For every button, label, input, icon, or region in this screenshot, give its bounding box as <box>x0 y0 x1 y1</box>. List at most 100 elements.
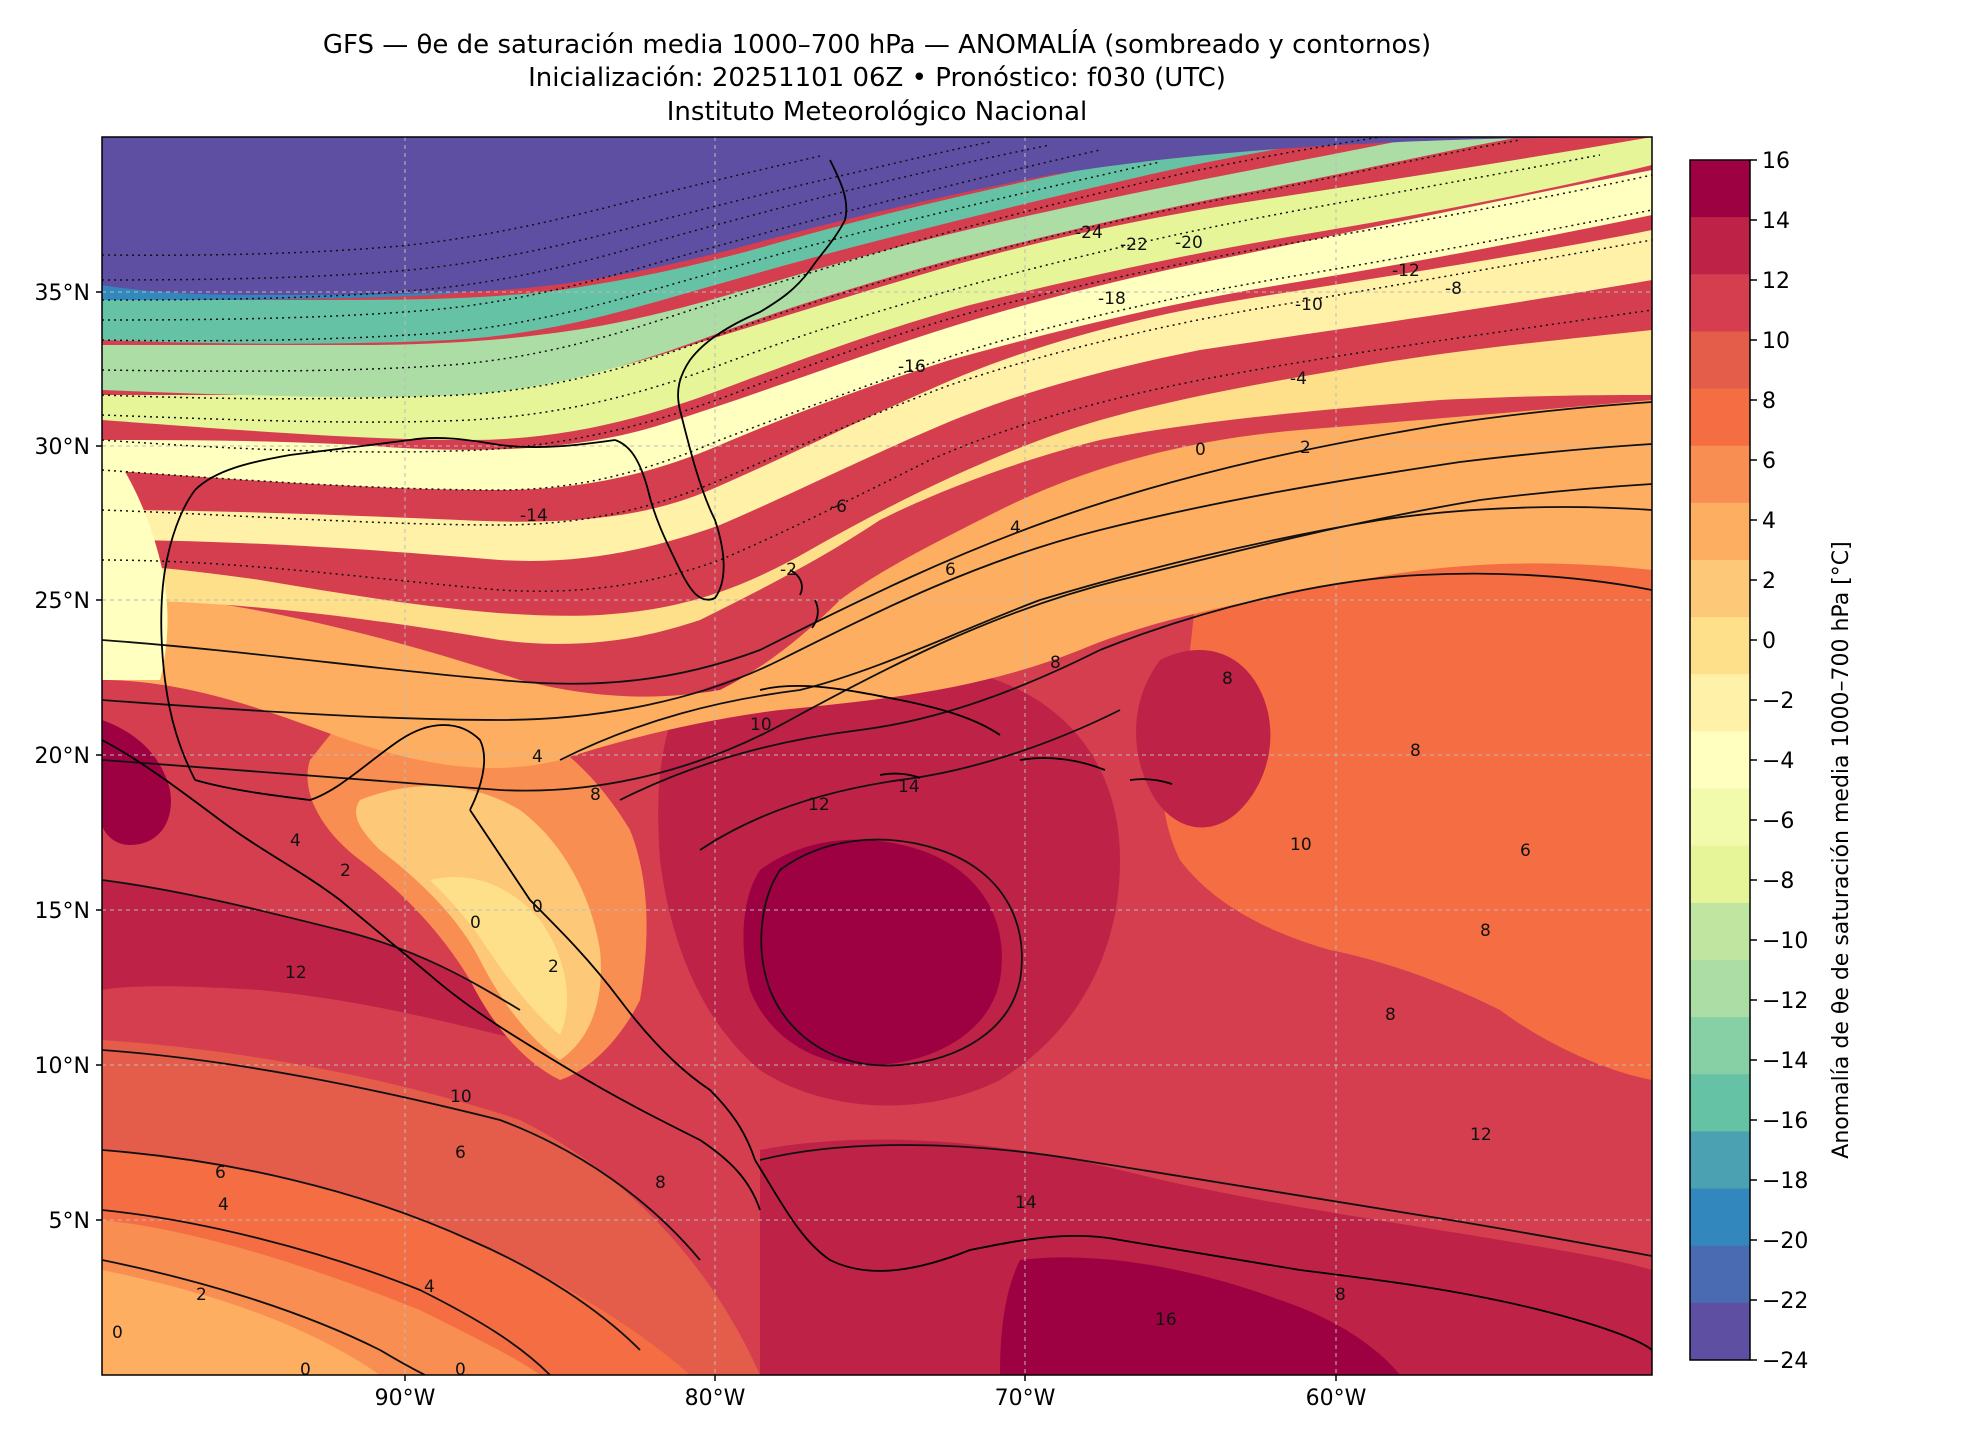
contour-label: 4 <box>1010 518 1021 538</box>
contour-label: 6 <box>1520 841 1531 861</box>
lon-tick-label: 70°W <box>995 1386 1056 1411</box>
contour-label: 0 <box>112 1323 123 1343</box>
colorbar-tick-label: −22 <box>1762 1289 1808 1314</box>
contour-label: 8 <box>1410 741 1421 761</box>
contour-label: 0 <box>455 1360 466 1380</box>
contour-label: 6 <box>455 1143 466 1163</box>
contour-label: 2 <box>548 957 559 977</box>
contour-label: 12 <box>285 963 307 983</box>
band-south-14 <box>760 1139 1652 1375</box>
colorbar-segment <box>1690 1131 1750 1190</box>
coast-mexico-pacific <box>102 739 431 976</box>
band-pacific-2 <box>102 1270 380 1375</box>
colorbar-segment <box>1690 788 1750 847</box>
colorbar-label: Anomalía de θe de saturación media 1000–… <box>1829 541 1854 1158</box>
contour-m16 <box>102 161 1161 342</box>
contour-m4 <box>102 239 1652 526</box>
colorbar-tick-label: −8 <box>1762 869 1794 894</box>
lat-tick-label: 20°N <box>35 744 90 769</box>
contour-m12 <box>102 139 1521 400</box>
lon-tick-labels: 90°W 80°W 70°W 60°W <box>375 1386 1367 1411</box>
band-west-m4 <box>102 440 168 680</box>
colorbar-segment <box>1690 1188 1750 1247</box>
contour-pac-6 <box>102 1209 551 1375</box>
contour-label: 4 <box>218 1195 229 1215</box>
colorbar-segment <box>1690 1074 1750 1132</box>
contour-14 <box>760 838 1023 1067</box>
contour-label: -18 <box>1098 289 1126 309</box>
colorbar-segment <box>1690 445 1750 504</box>
contour-label: 8 <box>1480 921 1491 941</box>
coast-jamaica <box>879 772 921 779</box>
contour-label: -12 <box>1392 261 1420 281</box>
contour-label: 8 <box>1222 669 1233 689</box>
contour-label: 0 <box>1195 440 1206 460</box>
coast-puerto-rico <box>1129 778 1173 785</box>
colorbar-tick-label: 16 <box>1762 149 1790 174</box>
contour-label-group: -24 -22 -20 -18 -16 -14 -12 -10 -8 -6 -4… <box>112 223 1531 1380</box>
colorbar-segment <box>1690 388 1750 447</box>
lon-tick-label: 90°W <box>375 1386 436 1411</box>
colorbar-tick-label: 8 <box>1762 389 1776 414</box>
contour-label: -20 <box>1175 233 1203 253</box>
colorbar-segment <box>1690 160 1750 218</box>
colorbar-tick-label: −2 <box>1762 689 1794 714</box>
contour-label: -10 <box>1295 295 1323 315</box>
map-plot-area: -24 -22 -20 -18 -16 -14 -12 -10 -8 -6 -4… <box>102 137 1652 1380</box>
colorbar-segment <box>1690 274 1750 332</box>
lat-tick-label: 10°N <box>35 1054 90 1079</box>
colorbar-tick-label: 6 <box>1762 449 1776 474</box>
contour-m14 <box>102 137 1381 372</box>
contour-label: 12 <box>808 795 830 815</box>
lat-ticks <box>96 291 102 1221</box>
colorbar-segment <box>1690 902 1750 961</box>
contour-label: 14 <box>1015 1193 1037 1213</box>
contour-label: 4 <box>424 1277 435 1297</box>
contour-label: 8 <box>655 1173 666 1193</box>
contour-label: 4 <box>290 831 301 851</box>
band-gulf-m12 <box>102 137 1520 398</box>
contour-label: 4 <box>532 747 543 767</box>
colorbar-tick-label: 14 <box>1762 209 1790 234</box>
colorbar-tick-label: −24 <box>1762 1349 1808 1374</box>
colorbar-tick-label: −6 <box>1762 809 1794 834</box>
band-gulf-0 <box>102 330 1652 644</box>
contour-4 <box>102 483 1652 792</box>
contour-label: 2 <box>196 1285 207 1305</box>
lat-tick-label: 15°N <box>35 899 90 924</box>
band-gulf-m8 <box>102 137 1652 440</box>
contour-pac-8 <box>102 1149 641 1351</box>
colorbar-tick-label: −16 <box>1762 1109 1808 1134</box>
contour-label: -4 <box>1290 369 1307 389</box>
contour-m24 <box>102 155 821 256</box>
band-pacific-12 <box>102 880 520 1040</box>
contour-12 <box>759 1144 1652 1257</box>
colorbar-tick-label: −20 <box>1762 1229 1808 1254</box>
band-atlantic-8 <box>1161 527 1652 1080</box>
colorbar-segment <box>1690 217 1750 275</box>
lat-tick-label: 5°N <box>49 1209 90 1234</box>
colorbar-tick-label: 0 <box>1762 629 1776 654</box>
contour-label: 10 <box>1290 835 1312 855</box>
contour-label: 8 <box>590 785 601 805</box>
contour-m22 <box>102 141 991 281</box>
contour-8 <box>619 572 1652 801</box>
map-frame <box>101 136 1653 1376</box>
colorbar-segment <box>1690 331 1750 390</box>
contour-lines-negative <box>102 137 1652 592</box>
colorbar-segment <box>1690 1245 1750 1304</box>
contour-0 <box>102 401 1652 685</box>
contour-label: 8 <box>1385 1005 1396 1025</box>
contour-m20 <box>102 144 1051 301</box>
contour-label: 0 <box>470 913 481 933</box>
coastlines <box>102 159 1652 1351</box>
colorbar-tick-label: 12 <box>1762 269 1790 294</box>
contour-label: -22 <box>1120 235 1148 255</box>
contour-label: 0 <box>532 897 543 917</box>
contour-m10 <box>102 154 1601 423</box>
band-gulf-4 <box>102 400 1652 769</box>
coast-central-america-pacific <box>429 974 761 1211</box>
colorbar-tick-label: 2 <box>1762 569 1776 594</box>
coast-central-america <box>469 809 756 1161</box>
contour-label: -16 <box>898 357 926 377</box>
